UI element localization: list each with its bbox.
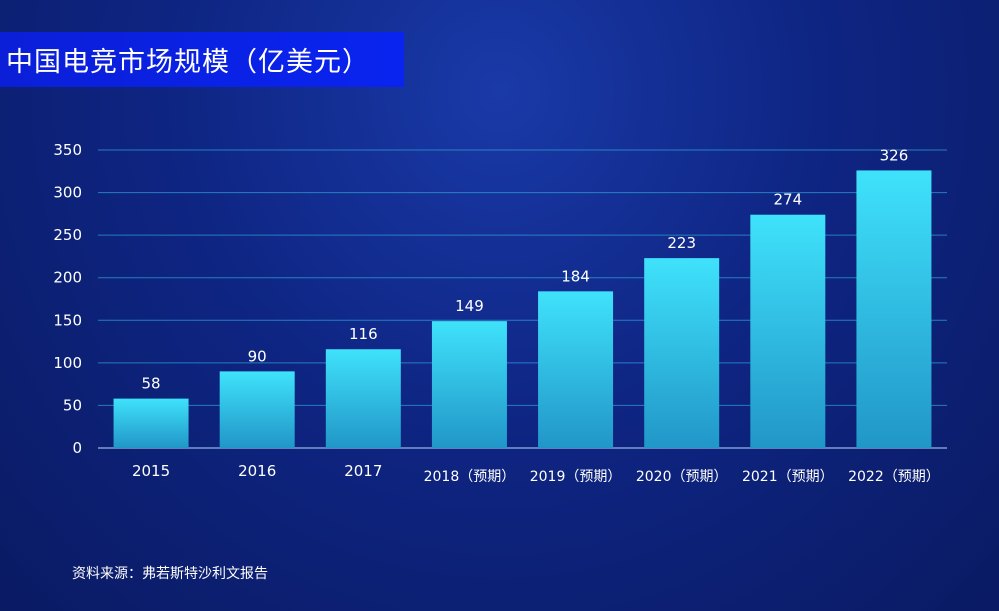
x-tick-label: 2022（预期） — [848, 469, 940, 485]
data-label: 326 — [880, 146, 909, 164]
y-axis-ticks: 0 50 100 150 200 250 300 350 — [53, 141, 82, 457]
data-label: 184 — [561, 267, 590, 285]
data-label: 90 — [248, 347, 267, 365]
x-tick-label: 2015 — [132, 462, 170, 480]
data-label: 149 — [455, 297, 484, 315]
y-tick-label: 300 — [53, 184, 82, 202]
chart-title-banner: 中国电竞市场规模（亿美元） — [0, 32, 404, 87]
y-tick-label: 0 — [72, 439, 82, 457]
x-tick-label: 2021（预期） — [742, 469, 834, 485]
bar — [325, 349, 401, 448]
bar — [113, 398, 189, 448]
data-label: 223 — [667, 234, 696, 252]
data-labels: 58 90 116 149 184 223 274 326 — [142, 146, 909, 392]
y-tick-label: 250 — [53, 226, 82, 244]
x-tick-label: 2017 — [344, 462, 382, 480]
x-tick-label: 2018（预期） — [424, 469, 516, 485]
x-axis-ticks: 2015 2016 2017 2018（预期） 2019（预期） 2020（预期） 2021… — [132, 462, 940, 485]
bar — [219, 371, 295, 448]
data-label: 116 — [349, 325, 378, 343]
y-tick-label: 50 — [63, 396, 82, 414]
y-tick-label: 150 — [53, 311, 82, 329]
bar — [644, 258, 720, 448]
bar — [750, 214, 826, 448]
bar — [431, 321, 507, 448]
bar — [856, 170, 932, 449]
bars — [113, 170, 932, 449]
y-tick-label: 100 — [53, 354, 82, 372]
x-tick-label: 2019（预期） — [530, 469, 622, 485]
x-tick-label: 2016 — [238, 462, 276, 480]
source-note: 资料来源：弗若斯特沙利文报告 — [72, 566, 268, 582]
x-tick-label: 2020（预期） — [636, 469, 728, 485]
data-label: 58 — [142, 375, 161, 393]
y-tick-label: 350 — [53, 141, 82, 159]
data-label: 274 — [773, 191, 802, 209]
chart-title: 中国电竞市场规模（亿美元） — [6, 47, 370, 78]
bar — [538, 291, 614, 448]
y-tick-label: 200 — [53, 269, 82, 287]
